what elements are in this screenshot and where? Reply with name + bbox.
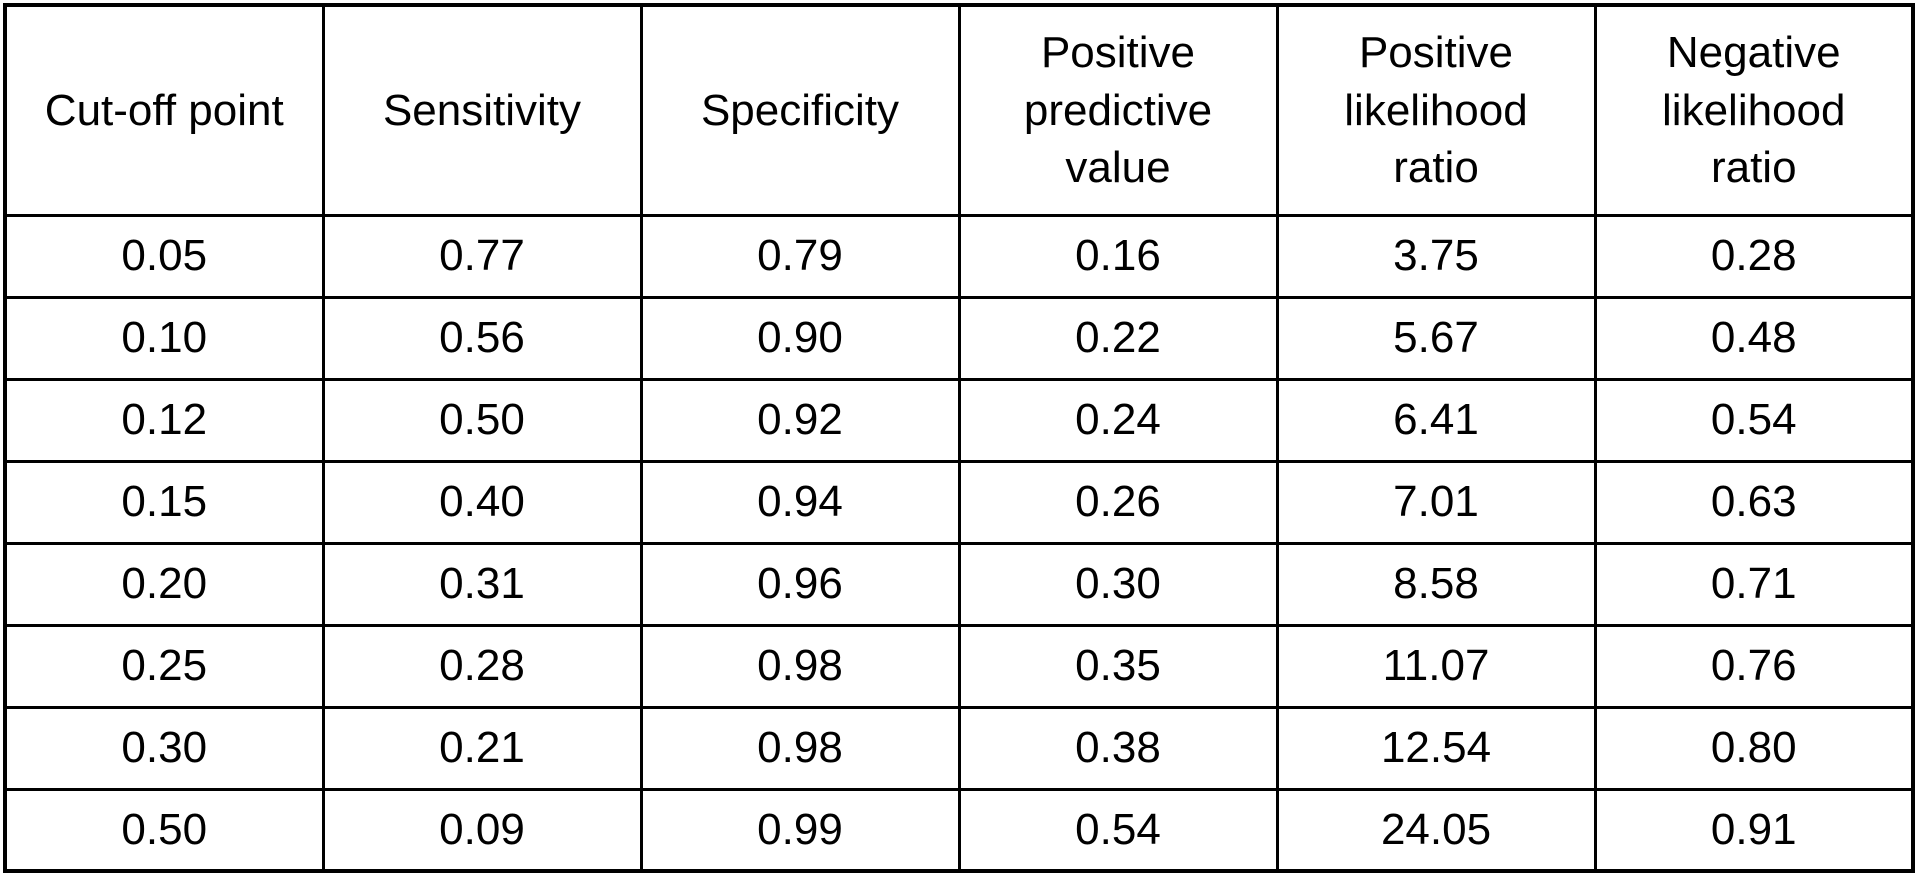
column-header-specificity: Specificity [639, 3, 961, 217]
cell-cutoff: 0.10 [3, 295, 325, 381]
cell-nlr: 0.76 [1593, 623, 1915, 709]
column-header-positive-likelihood-ratio: Positive likelihood ratio [1275, 3, 1597, 217]
cell-specificity: 0.99 [639, 787, 961, 873]
header-row: Cut-off point Sensitivity Specificity Po… [3, 3, 1915, 217]
table-row: 0.20 0.31 0.96 0.30 8.58 0.71 [3, 541, 1915, 627]
cell-specificity: 0.98 [639, 705, 961, 791]
column-header-negative-likelihood-ratio: Negative likelihood ratio [1593, 3, 1915, 217]
cell-nlr: 0.63 [1593, 459, 1915, 545]
column-header-sensitivity: Sensitivity [321, 3, 643, 217]
cutoff-statistics-table: Cut-off point Sensitivity Specificity Po… [3, 3, 1915, 873]
table-row: 0.25 0.28 0.98 0.35 11.07 0.76 [3, 623, 1915, 709]
cell-ppv: 0.16 [957, 213, 1279, 299]
cell-cutoff: 0.15 [3, 459, 325, 545]
cell-plr: 8.58 [1275, 541, 1597, 627]
cell-nlr: 0.80 [1593, 705, 1915, 791]
table-row: 0.05 0.77 0.79 0.16 3.75 0.28 [3, 213, 1915, 299]
cell-nlr: 0.71 [1593, 541, 1915, 627]
cell-cutoff: 0.25 [3, 623, 325, 709]
cell-nlr: 0.54 [1593, 377, 1915, 463]
cell-plr: 12.54 [1275, 705, 1597, 791]
cell-sensitivity: 0.77 [321, 213, 643, 299]
cell-plr: 6.41 [1275, 377, 1597, 463]
column-header-positive-predictive-value: Positive predictive value [957, 3, 1279, 217]
table-row: 0.15 0.40 0.94 0.26 7.01 0.63 [3, 459, 1915, 545]
cell-nlr: 0.28 [1593, 213, 1915, 299]
cell-specificity: 0.98 [639, 623, 961, 709]
cell-specificity: 0.90 [639, 295, 961, 381]
cell-plr: 11.07 [1275, 623, 1597, 709]
table-row: 0.12 0.50 0.92 0.24 6.41 0.54 [3, 377, 1915, 463]
table-row: 0.30 0.21 0.98 0.38 12.54 0.80 [3, 705, 1915, 791]
cell-ppv: 0.22 [957, 295, 1279, 381]
cell-ppv: 0.54 [957, 787, 1279, 873]
cell-plr: 5.67 [1275, 295, 1597, 381]
cell-specificity: 0.96 [639, 541, 961, 627]
cell-ppv: 0.30 [957, 541, 1279, 627]
cell-nlr: 0.91 [1593, 787, 1915, 873]
cell-ppv: 0.35 [957, 623, 1279, 709]
cell-cutoff: 0.20 [3, 541, 325, 627]
cell-sensitivity: 0.56 [321, 295, 643, 381]
cell-cutoff: 0.50 [3, 787, 325, 873]
cell-nlr: 0.48 [1593, 295, 1915, 381]
table-row: 0.50 0.09 0.99 0.54 24.05 0.91 [3, 787, 1915, 873]
column-header-cutoff-point: Cut-off point [3, 3, 325, 217]
cell-cutoff: 0.05 [3, 213, 325, 299]
cell-ppv: 0.24 [957, 377, 1279, 463]
table-row: 0.10 0.56 0.90 0.22 5.67 0.48 [3, 295, 1915, 381]
cell-cutoff: 0.12 [3, 377, 325, 463]
cell-specificity: 0.92 [639, 377, 961, 463]
cell-sensitivity: 0.40 [321, 459, 643, 545]
cell-specificity: 0.94 [639, 459, 961, 545]
cell-sensitivity: 0.28 [321, 623, 643, 709]
cell-sensitivity: 0.31 [321, 541, 643, 627]
cell-sensitivity: 0.21 [321, 705, 643, 791]
cell-sensitivity: 0.50 [321, 377, 643, 463]
cell-sensitivity: 0.09 [321, 787, 643, 873]
cell-ppv: 0.26 [957, 459, 1279, 545]
cell-plr: 7.01 [1275, 459, 1597, 545]
cutoff-statistics-table-container: Cut-off point Sensitivity Specificity Po… [3, 3, 1915, 873]
cell-plr: 24.05 [1275, 787, 1597, 873]
cell-specificity: 0.79 [639, 213, 961, 299]
cell-plr: 3.75 [1275, 213, 1597, 299]
cell-ppv: 0.38 [957, 705, 1279, 791]
cell-cutoff: 0.30 [3, 705, 325, 791]
